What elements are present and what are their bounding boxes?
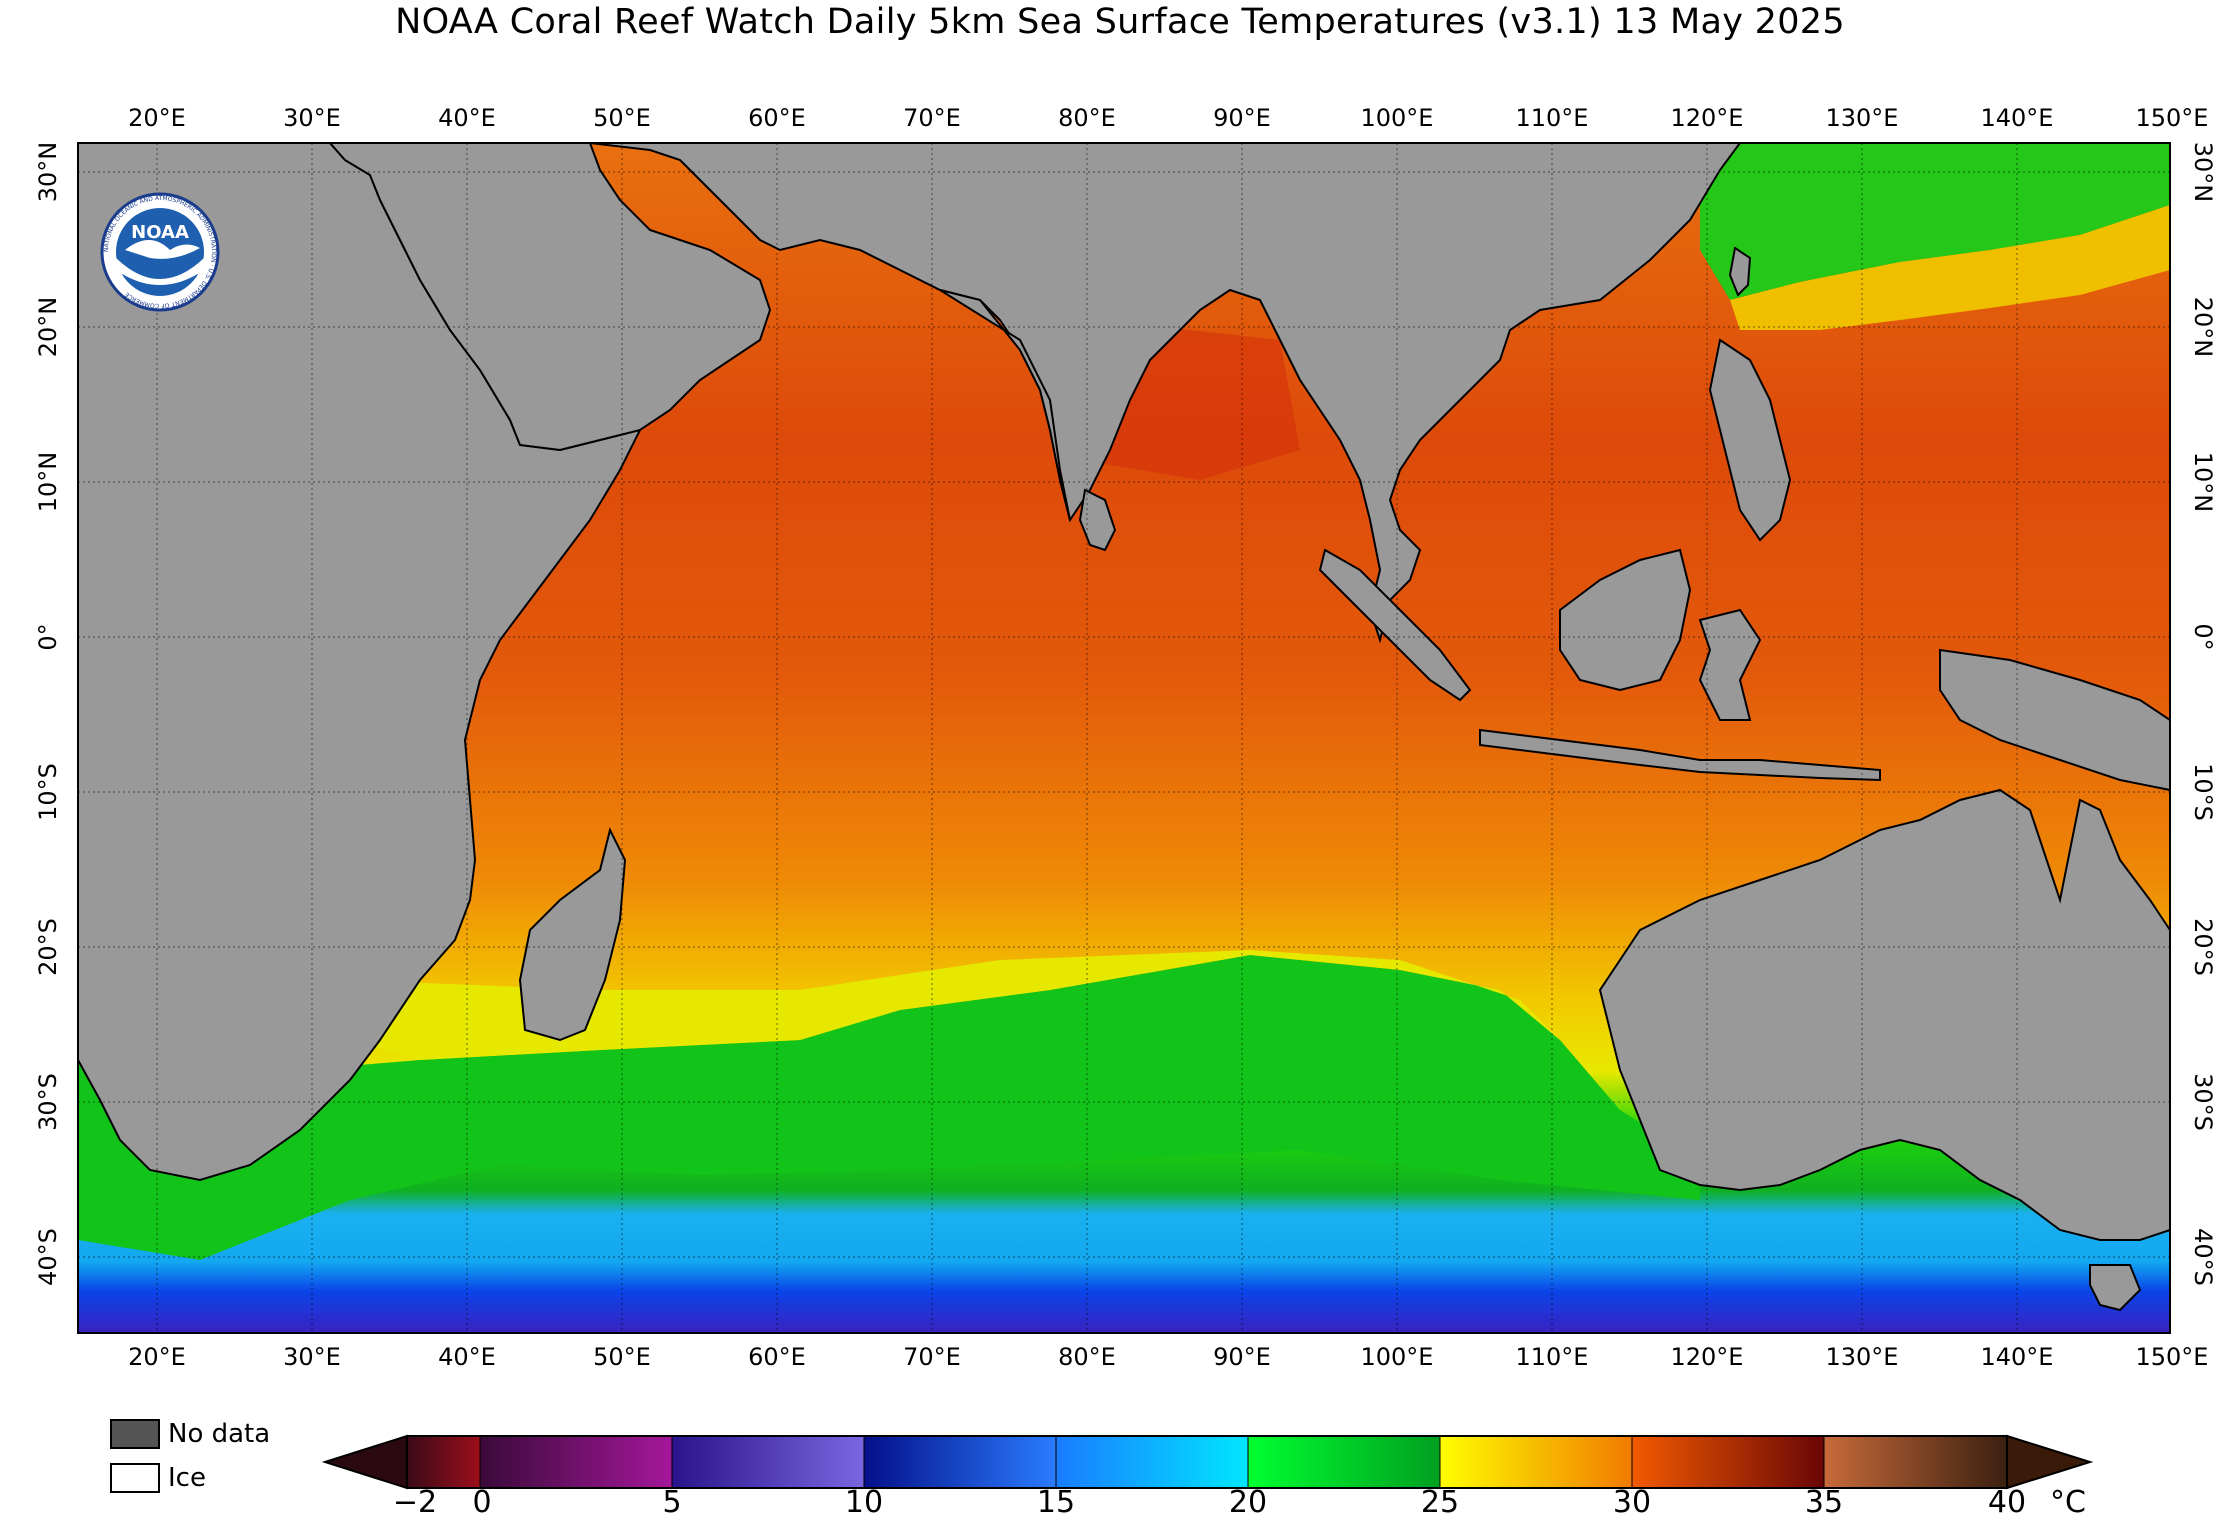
colorbar-segment xyxy=(479,1435,673,1489)
graticule xyxy=(78,143,2170,1333)
longitude-label-top: 130°E xyxy=(1826,104,1899,132)
colorbar-high-arrow xyxy=(2006,1434,2094,1490)
colorbar: −2 0 5 10 15 20 25 30 35 40 °C xyxy=(321,1434,2094,1520)
latitude-label-right: 40°S xyxy=(2189,1228,2217,1286)
longitude-label-bottom: 20°E xyxy=(128,1343,186,1371)
colorbar-segment xyxy=(406,1435,481,1489)
colorbar-tick-label: 30 xyxy=(1613,1485,1651,1520)
colorbar-tick-label: 15 xyxy=(1037,1485,1075,1520)
latitude-label-right: 0° xyxy=(2189,623,2217,650)
longitude-label-bottom: 80°E xyxy=(1058,1343,1116,1371)
longitude-label-bottom: 140°E xyxy=(1981,1343,2054,1371)
colorbar-segment xyxy=(1055,1435,1249,1489)
land-masses xyxy=(77,142,2171,1312)
colorbar-segment xyxy=(1247,1435,1441,1489)
colorbar-tick-label: 25 xyxy=(1421,1485,1459,1520)
latitude-labels-right: 30°N 20°N 10°N 0° 10°S 20°S 30°S 40°S xyxy=(2189,142,2217,1286)
longitude-label-top: 100°E xyxy=(1361,104,1434,132)
longitude-label-top: 50°E xyxy=(593,104,651,132)
colorbar-low-arrow xyxy=(321,1434,408,1490)
latitude-label-right: 10°S xyxy=(2189,763,2217,821)
longitude-label-bottom: 130°E xyxy=(1826,1343,1899,1371)
latitude-labels-left: 30°N 20°N 10°N 0° 10°S 20°S 30°S 40°S xyxy=(34,142,62,1286)
colorbar-tick-label: 5 xyxy=(662,1485,681,1520)
colorbar-unit: °C xyxy=(2050,1485,2086,1520)
longitude-label-top: 30°E xyxy=(283,104,341,132)
longitude-label-bottom: 90°E xyxy=(1213,1343,1271,1371)
colorbar-segment xyxy=(863,1435,1057,1489)
longitude-label-bottom: 150°E xyxy=(2136,1343,2209,1371)
legend-no-data-swatch xyxy=(110,1419,160,1449)
legend-ice-swatch xyxy=(110,1463,160,1493)
latitude-label-left: 30°N xyxy=(34,142,62,203)
colorbar-segment xyxy=(1631,1435,1825,1489)
latitude-label-left: 20°S xyxy=(34,918,62,976)
legend-no-data: No data xyxy=(110,1418,270,1450)
legend-no-data-label: No data xyxy=(168,1419,271,1449)
latitude-label-right: 20°S xyxy=(2189,918,2217,976)
longitude-label-top: 120°E xyxy=(1671,104,1744,132)
map-frame xyxy=(77,142,2171,1334)
longitude-label-top: 20°E xyxy=(128,104,186,132)
latitude-label-right: 20°N xyxy=(2189,297,2217,358)
longitude-label-bottom: 50°E xyxy=(593,1343,651,1371)
legend-ice-label: Ice xyxy=(168,1463,206,1493)
latitude-label-right: 30°N xyxy=(2189,142,2217,203)
longitude-label-bottom: 100°E xyxy=(1361,1343,1434,1371)
longitude-label-top: 150°E xyxy=(2136,104,2209,132)
longitude-label-bottom: 60°E xyxy=(748,1343,806,1371)
longitude-label-bottom: 40°E xyxy=(438,1343,496,1371)
legend-ice: Ice xyxy=(110,1462,206,1494)
noaa-logo: NOAA NATIONAL OCEANIC AND ATMOSPHERIC AD… xyxy=(100,192,220,312)
ocean-yellow-band xyxy=(350,950,1560,1060)
longitude-label-top: 40°E xyxy=(438,104,496,132)
longitude-label-top: 90°E xyxy=(1213,104,1271,132)
ocean-yellow-northeast xyxy=(1730,205,2170,330)
longitude-labels-bottom: 20°E 30°E 40°E 50°E 60°E 70°E 80°E 90°E 100°E 110… xyxy=(128,1343,2208,1371)
longitude-label-top: 140°E xyxy=(1981,104,2054,132)
longitude-label-top: 110°E xyxy=(1516,104,1589,132)
ocean-green-northeast xyxy=(1700,143,2170,300)
longitude-label-bottom: 120°E xyxy=(1671,1343,1744,1371)
colorbar-segment xyxy=(1439,1435,1633,1489)
noaa-logo-text: NOAA xyxy=(131,222,189,243)
colorbar-segment xyxy=(671,1435,865,1489)
colorbar-tick-label: −2 xyxy=(393,1485,437,1520)
longitude-label-top: 80°E xyxy=(1058,104,1116,132)
longitude-label-bottom: 70°E xyxy=(903,1343,961,1371)
longitude-labels-top: 20°E 30°E 40°E 50°E 60°E 70°E 80°E 90°E 100°E 110… xyxy=(128,104,2208,132)
latitude-label-left: 10°N xyxy=(34,452,62,513)
latitude-label-right: 30°S xyxy=(2189,1073,2217,1131)
longitude-label-bottom: 30°E xyxy=(283,1343,341,1371)
longitude-label-top: 60°E xyxy=(748,104,806,132)
ocean-green-band xyxy=(78,955,1700,1260)
map-title: NOAA Coral Reef Watch Daily 5km Sea Surf… xyxy=(395,2,1845,42)
latitude-label-left: 10°S xyxy=(34,763,62,821)
latitude-label-left: 40°S xyxy=(34,1228,62,1286)
latitude-label-left: 0° xyxy=(34,623,62,650)
longitude-label-bottom: 110°E xyxy=(1516,1343,1589,1371)
latitude-label-left: 20°N xyxy=(34,297,62,358)
longitude-label-top: 70°E xyxy=(903,104,961,132)
colorbar-tick-label: 10 xyxy=(845,1485,883,1520)
latitude-label-right: 10°N xyxy=(2189,452,2217,513)
latitude-label-left: 30°S xyxy=(34,1073,62,1131)
colorbar-tick-label: 40 xyxy=(1988,1485,2026,1520)
colorbar-tick-label: 20 xyxy=(1229,1485,1267,1520)
colorbar-tick-label: 0 xyxy=(472,1485,491,1520)
colorbar-segment xyxy=(1823,1435,2008,1489)
colorbar-tick-label: 35 xyxy=(1805,1485,1843,1520)
